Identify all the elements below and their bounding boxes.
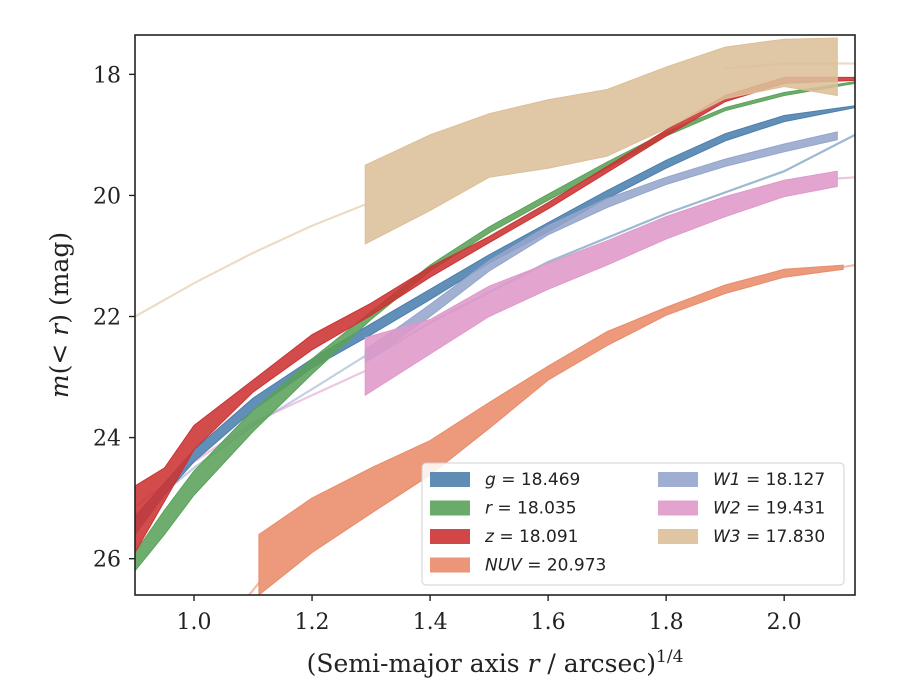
legend-label-nuv: NUV = 20.973 bbox=[485, 556, 606, 576]
x-tick-label: 1.2 bbox=[295, 610, 330, 635]
x-axis: 1.0 1.2 1.4 1.6 1.8 2.0 bbox=[177, 595, 802, 635]
plot-frame bbox=[134, 34, 856, 596]
band-r bbox=[135, 81, 855, 572]
band-z bbox=[135, 76, 855, 554]
y-tick-label: 18 bbox=[93, 63, 121, 88]
x-tick-label: 2.0 bbox=[767, 610, 802, 635]
legend-swatch-z bbox=[430, 529, 470, 544]
x-tick-label: 1.8 bbox=[649, 610, 684, 635]
y-tick-label: 26 bbox=[93, 548, 121, 573]
x-tick-label: 1.4 bbox=[413, 610, 448, 635]
y-axis-label-open: ( bbox=[45, 365, 74, 375]
y-axis: 18 20 22 24 26 bbox=[93, 63, 135, 573]
x-axis-label: (Semi-major axis r / arcsec)1/4 bbox=[307, 647, 684, 678]
extrapolation-line-w2-3 bbox=[837, 176, 855, 180]
extrapolation-line-w3-6 bbox=[135, 203, 366, 318]
x-axis-label-prefix: (Semi-major axis bbox=[307, 649, 528, 678]
y-axis-label-close: ) (mag) bbox=[45, 232, 74, 324]
band-w1 bbox=[364, 131, 838, 363]
legend-label-z: z = 18.091 bbox=[484, 527, 578, 547]
legend-swatch-nuv bbox=[430, 557, 470, 573]
x-axis-label-mid: / arcsec) bbox=[539, 649, 656, 678]
y-axis-label: m(< r) (mag) bbox=[45, 232, 74, 398]
legend-label-g: g = 18.469 bbox=[485, 470, 580, 490]
legend-label-w2: W2 = 19.431 bbox=[713, 499, 825, 519]
band-nuv bbox=[258, 264, 844, 595]
legend-swatch-g bbox=[430, 472, 470, 487]
legend-frame bbox=[421, 462, 845, 586]
legend-swatch-w2 bbox=[658, 500, 698, 516]
legend-label-r: r = 18.035 bbox=[485, 499, 577, 519]
y-tick-label: 22 bbox=[93, 306, 121, 331]
legend-label-w3: W3 = 17.830 bbox=[713, 527, 825, 547]
x-axis-label-var: r bbox=[528, 649, 542, 678]
y-tick-label: 24 bbox=[93, 427, 121, 452]
x-tick-label: 1.6 bbox=[531, 610, 566, 635]
legend-swatch-r bbox=[430, 500, 470, 516]
band-w2 bbox=[364, 170, 838, 397]
legend-swatch-w1 bbox=[658, 472, 698, 487]
plot-area bbox=[135, 37, 855, 595]
y-axis-label-r: r bbox=[45, 322, 74, 336]
y-axis-label-var: m bbox=[45, 374, 74, 398]
y-tick-label: 20 bbox=[93, 184, 121, 209]
legend-swatch-w3 bbox=[658, 529, 698, 544]
legend-label-w1: W1 = 18.127 bbox=[713, 470, 825, 490]
extrapolation-line-nuv-5 bbox=[843, 264, 855, 268]
band-w3 bbox=[364, 37, 838, 245]
legend: g = 18.469 r = 18.035 z = 18.091 NUV = 20.9… bbox=[421, 462, 845, 586]
y-axis-label-lt: < bbox=[45, 336, 74, 365]
x-axis-label-exp: 1/4 bbox=[656, 647, 683, 667]
x-tick-label: 1.0 bbox=[177, 610, 212, 635]
